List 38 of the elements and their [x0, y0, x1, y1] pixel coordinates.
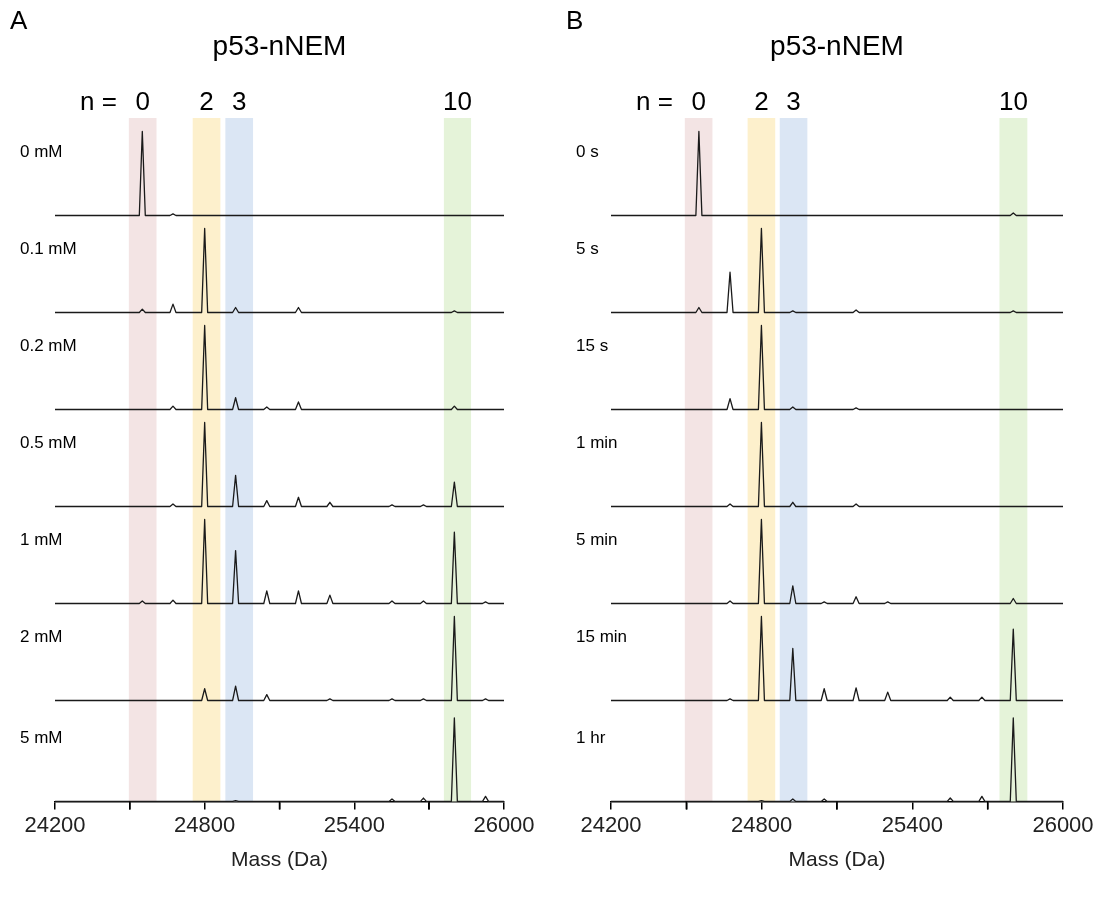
y-axis-title: 0 s: [576, 142, 599, 162]
x-tick-label: 24800: [174, 811, 236, 837]
chart-title: p53-nNEM: [212, 29, 347, 61]
x-axis-title: Mass (Da): [231, 847, 328, 871]
y-axis-title: 0.5 mM: [20, 433, 77, 453]
y-axis-title: 5 s: [576, 239, 599, 259]
y-axis-title: 5 mM: [20, 728, 63, 748]
x-tick-label: 25400: [323, 811, 385, 837]
band-label: 10: [998, 86, 1028, 117]
band-label: 2: [199, 86, 214, 117]
x-tick-label: 26000: [1032, 811, 1094, 837]
band-label: 10: [443, 86, 472, 117]
y-axis-title: 5 min: [576, 530, 618, 550]
x-tick-label: 24200: [580, 811, 642, 837]
text: A: [10, 5, 28, 36]
x-tick-label: 26000: [473, 811, 535, 837]
text: n =: [79, 86, 117, 117]
x-axis-title: Mass (Da): [788, 847, 886, 871]
y-axis-title: 1 hr: [576, 728, 606, 748]
band-label: 0: [691, 86, 706, 117]
x-tick-label: 24200: [24, 811, 86, 837]
band-label: 0: [135, 86, 150, 117]
y-axis-title: 15 s: [576, 336, 609, 356]
band-label: 2: [754, 86, 769, 117]
y-axis-title: 0 mM: [20, 142, 63, 162]
text: B: [566, 5, 584, 36]
x-tick-label: 25400: [881, 811, 943, 837]
band-label: 3: [231, 86, 247, 117]
y-axis-title: 0.1 mM: [20, 239, 77, 259]
y-axis-title: 2 mM: [20, 627, 63, 647]
band-label: 3: [786, 86, 801, 117]
chart-title: p53-nNEM: [770, 29, 904, 61]
y-axis-title: 1 min: [576, 433, 618, 453]
y-axis-title: 15 min: [576, 627, 628, 647]
y-axis-title: 0.2 mM: [20, 336, 77, 356]
x-tick-label: 24800: [731, 811, 793, 837]
y-axis-title: 1 mM: [20, 530, 63, 550]
text: n =: [635, 86, 673, 117]
